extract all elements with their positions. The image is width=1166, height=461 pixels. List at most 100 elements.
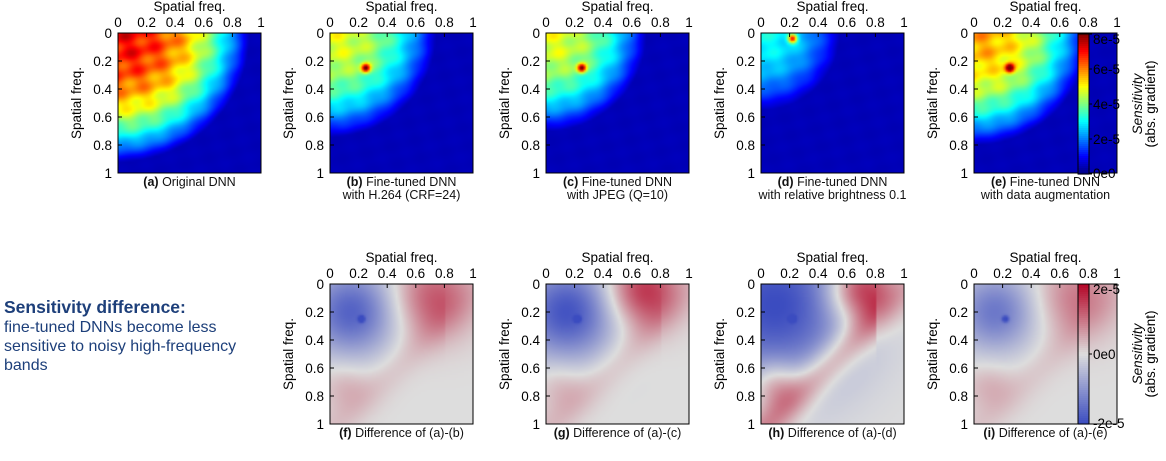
colorbar-swatch bbox=[1078, 336, 1089, 339]
caption-line-2: with H.264 (CRF=24) bbox=[342, 188, 461, 202]
colorbar-swatch bbox=[1078, 58, 1089, 61]
x-tick-label: 0.8 bbox=[1079, 15, 1098, 30]
heatmap-svg-i: 0 0.2 0.4 0.6 0.8 1 Spatial freq. 0 0.2 0.4 0.6 0.8… bbox=[925, 250, 1121, 432]
x-axis-label: Spatial freq. bbox=[153, 0, 225, 14]
colorbar-swatch bbox=[1078, 396, 1089, 399]
colorbar-swatch bbox=[1078, 416, 1089, 419]
colorbar-swatch bbox=[1078, 68, 1089, 71]
y-tick-label: 0 bbox=[747, 26, 755, 41]
colorbar-swatch bbox=[1078, 128, 1089, 131]
y-tick-label: 0.8 bbox=[305, 138, 324, 153]
y-tick-label: 1 bbox=[960, 417, 968, 432]
y-tick-label: 1 bbox=[747, 166, 755, 181]
colorbar-swatch bbox=[1078, 46, 1089, 49]
colorbar-swatch bbox=[1078, 104, 1089, 107]
x-axis-label: Spatial freq. bbox=[365, 250, 437, 265]
colorbar-swatch bbox=[1078, 400, 1089, 403]
heatmap-image-e bbox=[974, 33, 1117, 173]
colorbar-swatch bbox=[1078, 358, 1089, 361]
colorbar-tick-label: 6e-5 bbox=[1093, 62, 1120, 77]
colorbar-swatch bbox=[1078, 138, 1089, 141]
colorbar-swatch bbox=[1078, 112, 1089, 115]
colorbar-swatch bbox=[1078, 346, 1089, 349]
y-tick-label: 1 bbox=[532, 166, 540, 181]
colorbar-swatch bbox=[1078, 54, 1089, 57]
caption-line-2: with relative brightness 0.1 bbox=[758, 188, 907, 202]
colorbar-swatch bbox=[1078, 102, 1089, 105]
colorbar-swatch bbox=[1078, 124, 1089, 127]
x-tick-label: 1 bbox=[900, 266, 908, 281]
y-axis-label: Spatial freq. bbox=[497, 67, 512, 139]
colorbar-swatch bbox=[1078, 304, 1089, 307]
x-tick-label: 0.2 bbox=[349, 15, 368, 30]
colorbar-swatch bbox=[1078, 320, 1089, 323]
x-tick-label: 0.4 bbox=[1022, 266, 1041, 281]
y-tick-label: 0 bbox=[104, 26, 112, 41]
colorbar-swatch bbox=[1078, 106, 1089, 109]
colorbar-swatch bbox=[1078, 308, 1089, 311]
y-tick-label: 0.4 bbox=[736, 333, 755, 348]
colorbar-swatch bbox=[1078, 420, 1089, 423]
x-tick-label: 0.6 bbox=[406, 266, 425, 281]
heatmap-frame-i bbox=[973, 283, 1118, 425]
colorbar-swatch bbox=[1078, 386, 1089, 389]
x-tick-label: 0.6 bbox=[1050, 266, 1069, 281]
colorbar-swatch bbox=[1078, 134, 1089, 137]
x-tick-label: 0.8 bbox=[651, 266, 670, 281]
x-tick-label: 0.8 bbox=[1079, 266, 1098, 281]
x-tick-label: 0.2 bbox=[993, 15, 1012, 30]
y-tick-label: 1 bbox=[960, 166, 968, 181]
y-tick-label: 0.8 bbox=[93, 138, 112, 153]
colorbar-swatch bbox=[1078, 162, 1089, 165]
x-tick-label: 0 bbox=[542, 266, 550, 281]
y-tick-label: 0 bbox=[747, 277, 755, 292]
x-tick-label: 0.8 bbox=[223, 15, 242, 30]
y-tick-label: 0.6 bbox=[93, 110, 112, 125]
colorbar-swatch bbox=[1078, 62, 1089, 65]
panel-caption-f: (f) Difference of (a)-(b) bbox=[292, 427, 512, 440]
x-tick-label: 0.2 bbox=[780, 266, 799, 281]
colorbar-swatch bbox=[1078, 136, 1089, 139]
x-tick-label: 0.4 bbox=[809, 15, 828, 30]
y-tick-label: 0.4 bbox=[305, 82, 324, 97]
colorbar-swatch bbox=[1078, 292, 1089, 295]
colorbar-swatch bbox=[1078, 384, 1089, 387]
colorbar-swatch bbox=[1078, 80, 1089, 83]
colorbar-swatch bbox=[1078, 310, 1089, 313]
colorbar-swatch bbox=[1078, 294, 1089, 297]
colorbar-swatch bbox=[1078, 412, 1089, 415]
y-tick-label: 0.4 bbox=[521, 333, 540, 348]
x-axis-label: Spatial freq. bbox=[1009, 250, 1081, 265]
colorbar-swatch bbox=[1078, 368, 1089, 371]
colorbar-swatch bbox=[1078, 146, 1089, 149]
y-tick-label: 0.6 bbox=[521, 361, 540, 376]
colorbar-swatch bbox=[1078, 72, 1089, 75]
colorbar-swatch bbox=[1078, 408, 1089, 411]
colorbar-swatch bbox=[1078, 144, 1089, 147]
colorbar-swatch bbox=[1078, 364, 1089, 367]
colorbar-swatch bbox=[1078, 378, 1089, 381]
x-tick-label: 0 bbox=[970, 15, 978, 30]
x-tick-label: 1 bbox=[685, 15, 693, 30]
colorbar-swatch bbox=[1078, 328, 1089, 331]
x-tick-label: 1 bbox=[900, 15, 908, 30]
colorbar-swatch bbox=[1078, 100, 1089, 103]
y-axis-label: Spatial freq. bbox=[712, 318, 727, 390]
y-tick-label: 0.6 bbox=[305, 110, 324, 125]
colorbar-swatch bbox=[1078, 152, 1089, 155]
heatmap-svg-d: 0 0.2 0.4 0.6 0.8 1 Spatial freq. 0 0.2 0.4 0.6 0.8… bbox=[712, 0, 908, 181]
x-tick-label: 1 bbox=[1113, 15, 1121, 30]
x-tick-label: 0.4 bbox=[166, 15, 185, 30]
y-axis-label: Spatial freq. bbox=[281, 318, 296, 390]
x-tick-label: 0.6 bbox=[837, 15, 856, 30]
caption-line-2: with JPEG (Q=10) bbox=[566, 188, 669, 202]
y-tick-label: 0.6 bbox=[736, 361, 755, 376]
x-tick-label: 1 bbox=[469, 15, 477, 30]
heatmap-image-d bbox=[761, 33, 904, 173]
heatmap-frame-b bbox=[329, 32, 474, 174]
colorbar-swatch bbox=[1078, 342, 1089, 345]
y-axis-label: Spatial freq. bbox=[925, 318, 940, 390]
colorbar-swatch bbox=[1078, 376, 1089, 379]
x-tick-label: 0.4 bbox=[378, 266, 397, 281]
colorbar-swatch bbox=[1078, 130, 1089, 133]
